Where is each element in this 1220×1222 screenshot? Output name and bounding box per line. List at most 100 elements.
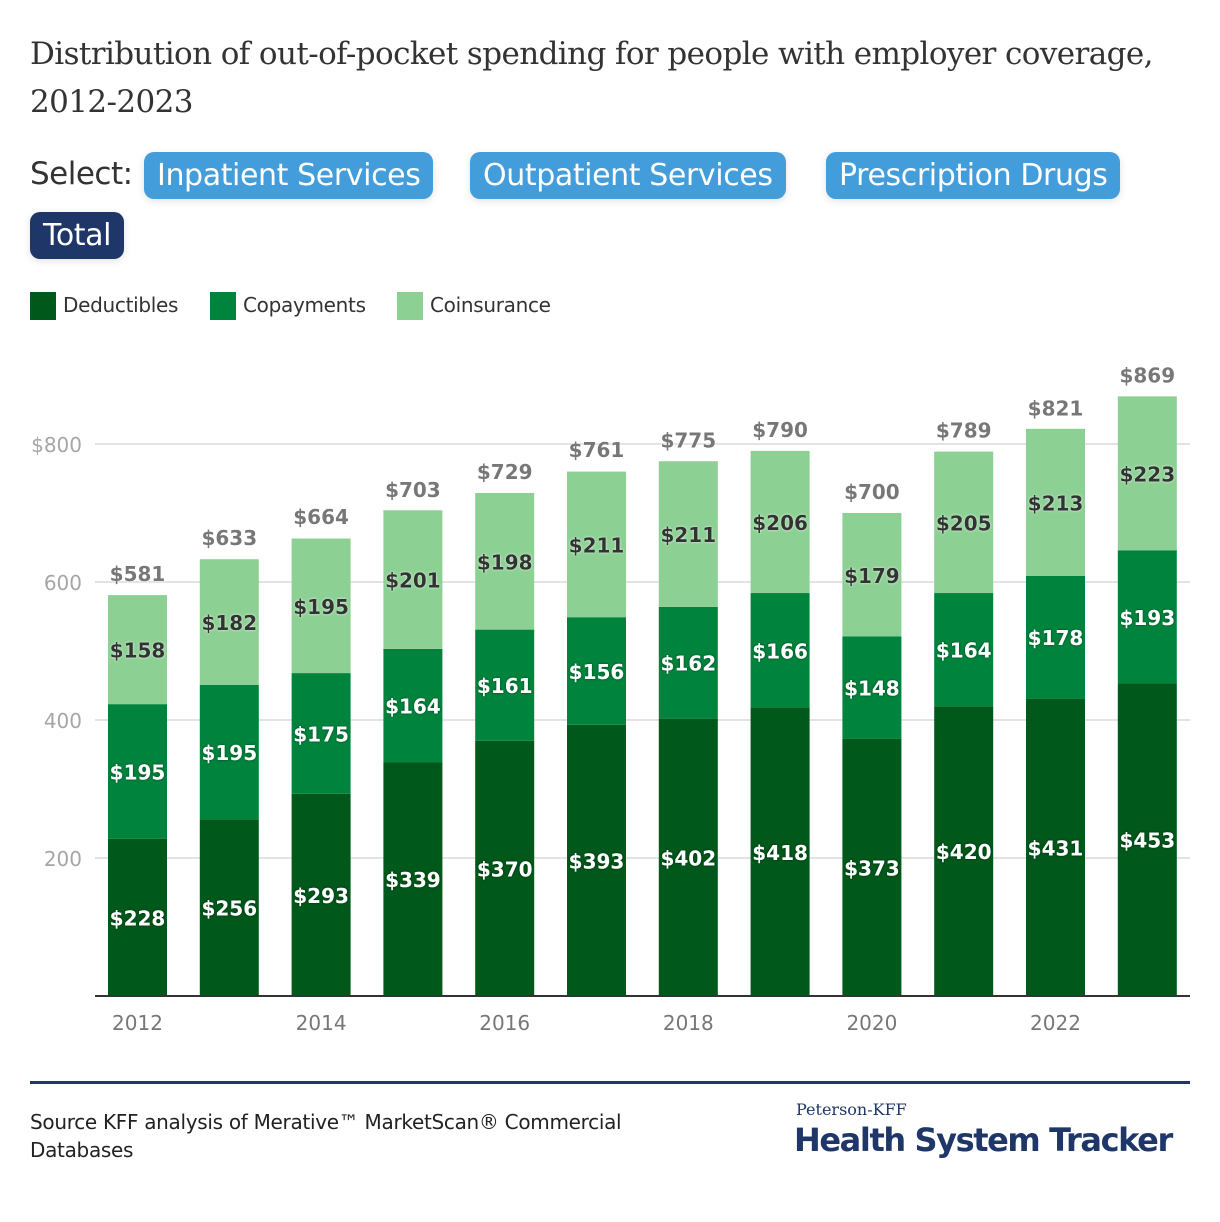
bar-segment-coinsurance-2022[interactable] [1026, 428, 1085, 576]
data-label-deductibles-2021: $420 [936, 840, 992, 864]
total-label-2022: $821 [1028, 397, 1084, 421]
data-label-copayments-2012: $195 [110, 760, 166, 784]
y-axis: 200 400 600 $800 [31, 433, 82, 871]
x-tick-label: 2020 [846, 1011, 897, 1035]
data-label-copayments-2019: $166 [752, 639, 808, 663]
bar-segment-deductibles-2016[interactable] [475, 740, 535, 996]
total-label-2021: $789 [936, 419, 992, 443]
source-note: Source KFF analysis of Merative™ MarketS… [30, 1110, 622, 1162]
bar-segment-coinsurance-2013[interactable] [199, 559, 259, 685]
data-label-coinsurance-2022: $213 [1028, 491, 1084, 515]
bar-segment-deductibles-2015[interactable] [383, 762, 443, 996]
bar-segment-coinsurance-2016[interactable] [475, 492, 535, 630]
bar-segment-coinsurance-2018[interactable] [658, 461, 718, 607]
x-tick-label: 2022 [1030, 1011, 1081, 1035]
x-axis: 2012 2014 2016 2018 2020 2022 [95, 995, 1190, 1035]
bar-segment-deductibles-2021[interactable] [934, 706, 994, 996]
bar-segment-copayments-2020[interactable] [842, 636, 902, 739]
data-label-deductibles-2020: $373 [844, 856, 900, 880]
legend-swatch-coinsurance [397, 292, 423, 320]
data-label-copayments-2023: $193 [1119, 606, 1175, 630]
gridlines [95, 443, 1190, 859]
chart-title: Distribution of out-of-pocket spending f… [30, 36, 1153, 120]
bar-segment-coinsurance-2017[interactable] [567, 471, 626, 618]
bar-segment-deductibles-2022[interactable] [1026, 698, 1085, 996]
data-label-deductibles-2017: $393 [569, 849, 625, 873]
y-tick-label: 200 [44, 847, 82, 871]
bar-segment-copayments-2015[interactable] [383, 648, 443, 763]
legend-swatch-copayments [210, 292, 236, 320]
data-label-coinsurance-2019: $206 [752, 511, 808, 535]
bar-segment-copayments-2014[interactable] [291, 673, 351, 794]
bar-segment-coinsurance-2019[interactable] [750, 450, 810, 594]
total-label-2018: $775 [660, 428, 716, 452]
bar-segment-deductibles-2013[interactable] [199, 819, 259, 996]
x-tick-label: 2016 [479, 1011, 530, 1035]
data-label-deductibles-2018: $402 [660, 846, 716, 870]
outpatient-services-button[interactable]: Outpatient Services [470, 152, 786, 199]
x-tick-label: 2012 [112, 1011, 163, 1035]
data-label-deductibles-2014: $293 [293, 884, 349, 908]
bar-segment-coinsurance-2015[interactable] [383, 510, 443, 649]
bar-segment-coinsurance-2021[interactable] [934, 451, 994, 594]
bar-segment-deductibles-2019[interactable] [750, 707, 810, 996]
bar-segment-coinsurance-2014[interactable] [291, 538, 351, 674]
bar-segment-deductibles-2020[interactable] [842, 738, 902, 996]
data-label-copayments-2015: $164 [385, 695, 441, 719]
legend-label-copayments: Copayments [243, 293, 366, 317]
bar-segment-deductibles-2018[interactable] [658, 718, 718, 996]
data-label-deductibles-2015: $339 [385, 868, 441, 892]
bar-segment-copayments-2021[interactable] [934, 593, 994, 707]
total-label-2013: $633 [201, 526, 257, 550]
legend-label-deductibles: Deductibles [63, 293, 179, 317]
bar-segment-copayments-2016[interactable] [475, 629, 535, 741]
data-label-copayments-2016: $161 [477, 674, 533, 698]
data-label-copayments-2020: $148 [844, 677, 900, 701]
data-label-copayments-2014: $175 [293, 722, 349, 746]
bar-segment-copayments-2018[interactable] [658, 606, 718, 719]
bar-segment-copayments-2017[interactable] [567, 617, 626, 725]
y-tick-label: $800 [31, 433, 82, 457]
bar-segment-deductibles-2023[interactable] [1117, 683, 1177, 996]
data-label-coinsurance-2023: $223 [1119, 462, 1175, 486]
data-label-coinsurance-2016: $198 [477, 550, 533, 574]
data-label-coinsurance-2017: $211 [569, 533, 625, 557]
total-label-2015: $703 [385, 478, 441, 502]
prescription-drugs-button[interactable]: Prescription Drugs [826, 152, 1121, 199]
inpatient-services-button[interactable]: Inpatient Services [144, 152, 434, 199]
data-label-deductibles-2022: $431 [1028, 836, 1084, 860]
data-label-coinsurance-2014: $195 [293, 595, 349, 619]
y-tick-label: 600 [44, 571, 82, 595]
bar-segment-copayments-2023[interactable] [1117, 550, 1177, 684]
total-label-2012: $581 [110, 562, 166, 586]
total-button[interactable]: Total [30, 212, 125, 259]
bar-segment-copayments-2013[interactable] [199, 684, 259, 820]
data-label-copayments-2018: $162 [660, 652, 716, 676]
total-label-2019: $790 [752, 418, 808, 442]
bar-segment-coinsurance-2012[interactable] [108, 595, 167, 705]
data-label-coinsurance-2015: $201 [385, 569, 441, 593]
data-label-copayments-2013: $195 [201, 741, 257, 765]
legend-label-coinsurance: Coinsurance [430, 293, 551, 317]
bar-segment-copayments-2012[interactable] [108, 704, 167, 839]
data-label-deductibles-2019: $418 [752, 841, 808, 865]
bars [108, 396, 1177, 996]
data-label-coinsurance-2021: $205 [936, 511, 992, 535]
y-tick-label: 400 [44, 709, 82, 733]
bar-segment-copayments-2019[interactable] [750, 593, 810, 708]
data-label-coinsurance-2018: $211 [660, 523, 716, 547]
bar-segment-coinsurance-2023[interactable] [1117, 396, 1177, 551]
brand-logo-title[interactable]: Health System Tracker [794, 1121, 1173, 1159]
bar-segment-coinsurance-2020[interactable] [842, 513, 902, 637]
bar-segment-deductibles-2014[interactable] [291, 793, 351, 996]
total-label-2020: $700 [844, 480, 900, 504]
total-label-2023: $869 [1119, 363, 1175, 387]
select-label: Select: [30, 156, 133, 192]
x-tick-label: 2014 [296, 1011, 347, 1035]
bar-segment-deductibles-2012[interactable] [108, 838, 167, 996]
bar-segment-copayments-2022[interactable] [1026, 575, 1085, 699]
bar-segment-deductibles-2017[interactable] [567, 724, 626, 996]
data-label-coinsurance-2020: $179 [844, 564, 900, 588]
total-label-2017: $761 [569, 438, 625, 462]
data-labels: $228 $195 $158 $581 $256 $195 $182 $633 $293 $175… [110, 363, 1175, 930]
